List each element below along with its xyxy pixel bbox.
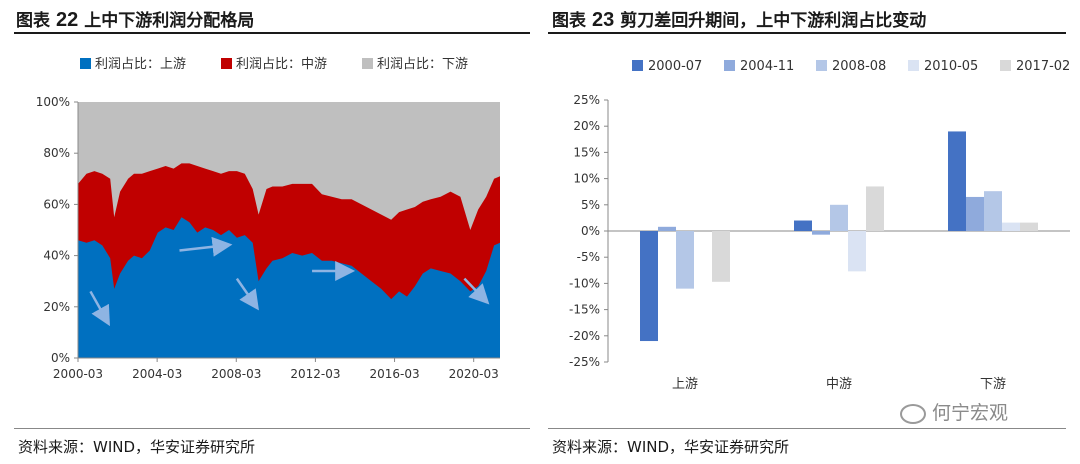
legend-label-upstream: 利润占比：上游 bbox=[95, 57, 186, 72]
trend-arrow bbox=[89, 290, 110, 327]
trend-arrow bbox=[463, 277, 490, 305]
right-figure-title: 图表 23 剪刀差回升期间，上中下游利润占比变动 bbox=[552, 6, 926, 32]
right-source-note: 资料来源：WIND，华安证券研究所 bbox=[552, 438, 790, 456]
x-tick-label: 2016-03 bbox=[369, 367, 419, 381]
legend-swatch-2000-07 bbox=[632, 60, 643, 71]
trend-arrow bbox=[179, 236, 233, 257]
legend-label-2017-02: 2017-02 bbox=[1016, 59, 1070, 74]
trend-arrow bbox=[235, 277, 259, 311]
y-tick-label: 20% bbox=[573, 119, 600, 133]
y-tick-label: 15% bbox=[573, 145, 600, 159]
legend-label-2010-05: 2010-05 bbox=[924, 59, 978, 74]
legend-label-2004-11: 2004-11 bbox=[740, 59, 794, 74]
left-source-note: 资料来源：WIND，华安证券研究所 bbox=[18, 438, 256, 456]
x-tick-label: 2012-03 bbox=[290, 367, 340, 381]
legend-label-2000-07: 2000-07 bbox=[648, 59, 702, 74]
legend-swatch-2008-08 bbox=[816, 60, 827, 71]
right-figure-label: 图表 bbox=[552, 11, 586, 31]
left-footer-rule bbox=[14, 428, 530, 429]
left-figure-number: 22 bbox=[56, 9, 79, 31]
bar-2017-02 bbox=[1020, 222, 1038, 231]
left-title-rule bbox=[14, 32, 530, 34]
profit-share-change-bar-chart: -25% -20% -15% -10% -5% 0% 5% 10% 15% 20% 25% 上游 中游 下… bbox=[569, 59, 1070, 392]
right-footer-rule bbox=[548, 428, 1066, 429]
left-figure-label: 图表 bbox=[16, 11, 50, 31]
x-tick-label: 2008-03 bbox=[211, 367, 261, 381]
y-tick-label: 80% bbox=[43, 146, 70, 160]
bar-2017-02 bbox=[712, 231, 730, 282]
y-tick-label: 100% bbox=[36, 95, 70, 109]
right-title-text: 剪刀差回升期间，上中下游利润占比变动 bbox=[620, 11, 927, 31]
y-tick-label: -15% bbox=[569, 303, 600, 317]
bar-2008-08 bbox=[984, 191, 1002, 231]
y-tick-label: -5% bbox=[577, 250, 600, 264]
category-label: 中游 bbox=[826, 377, 852, 392]
watermark-text: 何宁宏观 bbox=[932, 402, 1009, 424]
legend-swatch-2017-02 bbox=[1000, 60, 1011, 71]
left-title-text: 上中下游利润分配格局 bbox=[84, 11, 255, 31]
legend-swatch-2010-05 bbox=[908, 60, 919, 71]
bar-2004-11 bbox=[812, 231, 830, 235]
area-upstream bbox=[78, 217, 500, 358]
y-tick-label: 10% bbox=[573, 172, 600, 186]
y-tick-label: 0% bbox=[51, 351, 70, 365]
bar-2000-07 bbox=[794, 220, 812, 231]
y-tick-label: -20% bbox=[569, 329, 600, 343]
bar-2008-08 bbox=[676, 231, 694, 289]
y-tick-label: -10% bbox=[569, 276, 600, 290]
y-tick-label: 40% bbox=[43, 249, 70, 263]
profit-share-area-chart: 0% 20% 40% 60% 80% 100% 2000-03 2004-03 2008-03 2… bbox=[36, 57, 500, 381]
legend-swatch-downstream bbox=[362, 58, 373, 69]
left-figure-title: 图表 22 上中下游利润分配格局 bbox=[16, 6, 254, 32]
legend-swatch-midstream bbox=[221, 58, 232, 69]
bar-2000-07 bbox=[948, 131, 966, 231]
legend-label-downstream: 利润占比：下游 bbox=[377, 57, 468, 72]
bar-2000-07 bbox=[640, 231, 658, 342]
y-tick-label: 20% bbox=[43, 300, 70, 314]
category-label: 下游 bbox=[980, 377, 1006, 392]
category-label: 上游 bbox=[672, 377, 698, 392]
x-tick-label: 2020-03 bbox=[449, 367, 499, 381]
legend-swatch-2004-11 bbox=[724, 60, 735, 71]
y-tick-label: 25% bbox=[573, 93, 600, 107]
bar-2004-11 bbox=[966, 196, 984, 231]
bar-2017-02 bbox=[866, 186, 884, 231]
y-tick-label: 5% bbox=[581, 198, 600, 212]
bar-2004-11 bbox=[658, 226, 676, 231]
legend-label-2008-08: 2008-08 bbox=[832, 59, 886, 74]
legend-swatch-upstream bbox=[80, 58, 91, 69]
right-title-rule bbox=[548, 32, 1066, 34]
wechat-icon bbox=[900, 403, 926, 424]
bar-2008-08 bbox=[830, 204, 848, 231]
y-tick-label: -25% bbox=[569, 355, 600, 369]
right-figure-number: 23 bbox=[592, 9, 615, 31]
legend-label-midstream: 利润占比：中游 bbox=[236, 57, 327, 72]
y-tick-label: 60% bbox=[43, 197, 70, 211]
y-tick-label: 0% bbox=[581, 224, 600, 238]
x-tick-label: 2004-03 bbox=[132, 367, 182, 381]
watermark: 何宁宏观 bbox=[900, 398, 1008, 425]
x-tick-label: 2000-03 bbox=[53, 367, 103, 381]
bar-2010-05 bbox=[848, 231, 866, 272]
bar-2010-05 bbox=[1002, 222, 1020, 231]
